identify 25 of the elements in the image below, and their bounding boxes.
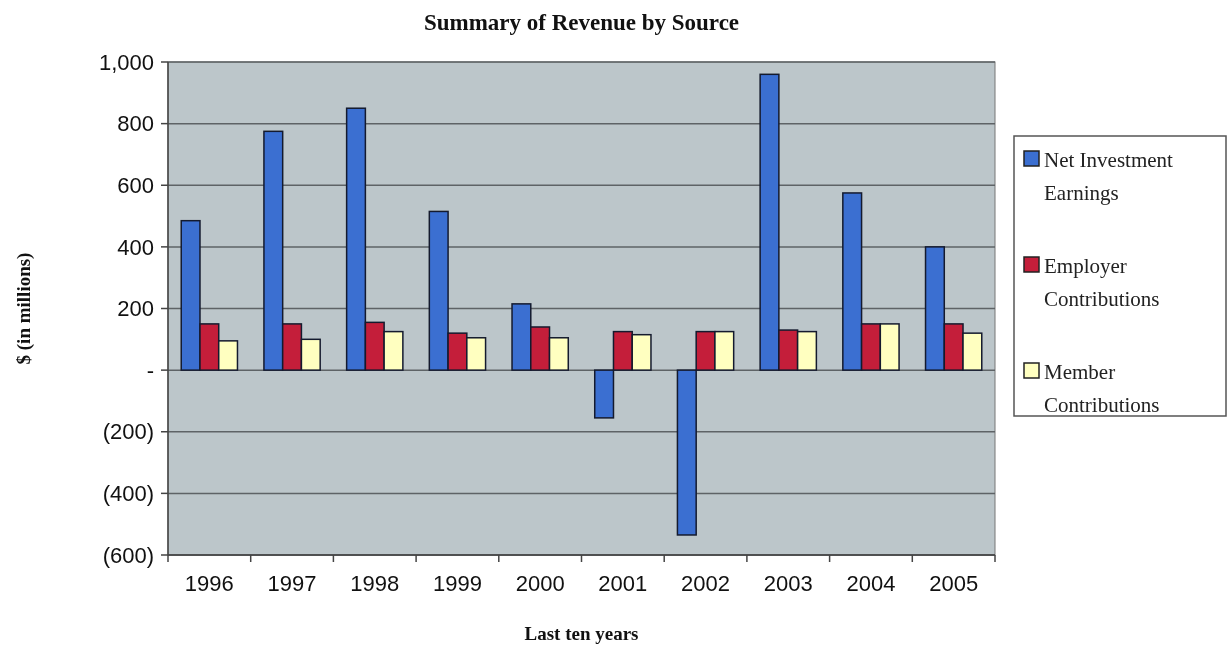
y-tick-label: (400)	[102, 481, 154, 507]
legend-label: Net Investment Earnings	[1044, 148, 1174, 205]
legend-label: Employer Contributions	[1044, 254, 1160, 311]
x-tick-label: 1999	[432, 571, 482, 596]
x-tick-label: 1996	[184, 571, 234, 596]
x-tick-label: 2004	[846, 571, 896, 596]
y-tick-label: 1,000	[98, 49, 154, 75]
y-tick-label: 600	[117, 172, 154, 198]
y-tick-label: 800	[117, 111, 154, 137]
x-tick-label: 2001	[598, 571, 648, 596]
x-tick-label: 2002	[681, 571, 731, 596]
x-tick-label: 1997	[267, 571, 317, 596]
y-tick-label: (200)	[102, 419, 154, 445]
y-tick-label: (600)	[102, 542, 154, 568]
x-axis-title: Last ten years	[524, 623, 639, 644]
x-tick-label: 2000	[515, 571, 565, 596]
x-tick-label: 2003	[763, 571, 813, 596]
legend-label: Member Contributions	[1044, 360, 1160, 417]
y-tick-label: -	[146, 357, 154, 383]
chart-title: Summary of Revenue by Source	[423, 10, 740, 35]
y-axis-title: $ (in millions)	[13, 252, 35, 365]
x-tick-label: 1998	[350, 571, 400, 596]
x-tick-label: 2005	[929, 571, 979, 596]
y-tick-label: 400	[117, 234, 154, 260]
y-tick-label: 200	[117, 296, 154, 322]
